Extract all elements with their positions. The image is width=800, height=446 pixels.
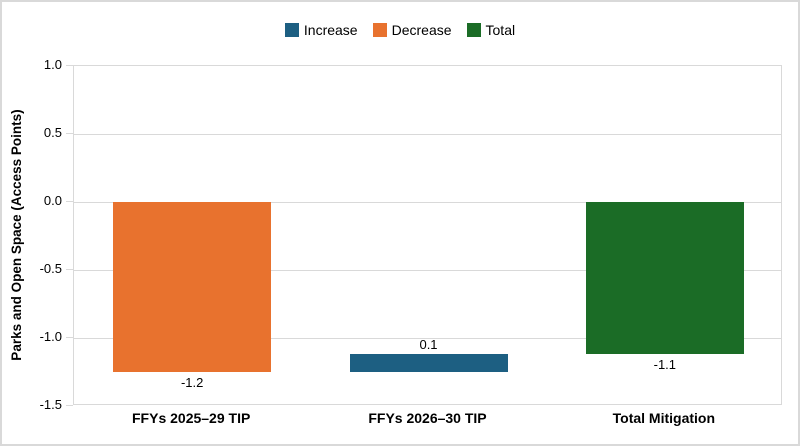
y-tick-mark-icon bbox=[66, 133, 73, 134]
decrease-swatch-icon bbox=[372, 23, 387, 37]
y-tick-mark-icon bbox=[66, 337, 73, 338]
y-tick-mark-icon bbox=[66, 201, 73, 202]
x-category-label: FFYs 2026–30 TIP bbox=[368, 410, 487, 426]
y-tick-mark-icon bbox=[66, 405, 73, 406]
legend-item-increase: Increase bbox=[284, 22, 358, 38]
x-category-label: FFYs 2025–29 TIP bbox=[132, 410, 251, 426]
gridline bbox=[74, 134, 781, 135]
legend-item-total: Total bbox=[466, 22, 516, 38]
legend-label-decrease: Decrease bbox=[391, 22, 452, 38]
y-tick-label: 1.0 bbox=[43, 57, 62, 72]
y-tick-label: -1.0 bbox=[39, 329, 62, 344]
y-tick-mark-icon bbox=[66, 65, 73, 66]
bar-total bbox=[585, 202, 744, 355]
bar-increase bbox=[349, 354, 508, 372]
legend: Increase Decrease Total bbox=[2, 22, 798, 38]
y-axis-title: Parks and Open Space (Access Points) bbox=[9, 109, 24, 361]
y-tick-label: -0.5 bbox=[39, 261, 62, 276]
bar-decrease bbox=[113, 202, 272, 372]
gridline bbox=[74, 270, 781, 271]
x-category-label: Total Mitigation bbox=[612, 410, 716, 426]
gridline bbox=[74, 202, 781, 203]
bar-value-label: 0.1 bbox=[419, 337, 438, 353]
bar-value-label: -1.1 bbox=[653, 357, 677, 373]
plot-area: -1.2 0.1 -1.1 bbox=[73, 65, 782, 405]
y-tick-label: 0.0 bbox=[43, 193, 62, 208]
y-tick-mark-icon bbox=[66, 269, 73, 270]
y-tick-label: -1.5 bbox=[39, 397, 62, 412]
gridline bbox=[74, 338, 781, 339]
total-swatch-icon bbox=[466, 23, 481, 37]
legend-label-total: Total bbox=[485, 22, 516, 38]
y-tick-label: 0.5 bbox=[43, 125, 62, 140]
bar-value-label: -1.2 bbox=[180, 375, 204, 390]
legend-item-decrease: Decrease bbox=[372, 22, 452, 38]
legend-label-increase: Increase bbox=[303, 22, 358, 38]
increase-swatch-icon bbox=[284, 23, 299, 37]
